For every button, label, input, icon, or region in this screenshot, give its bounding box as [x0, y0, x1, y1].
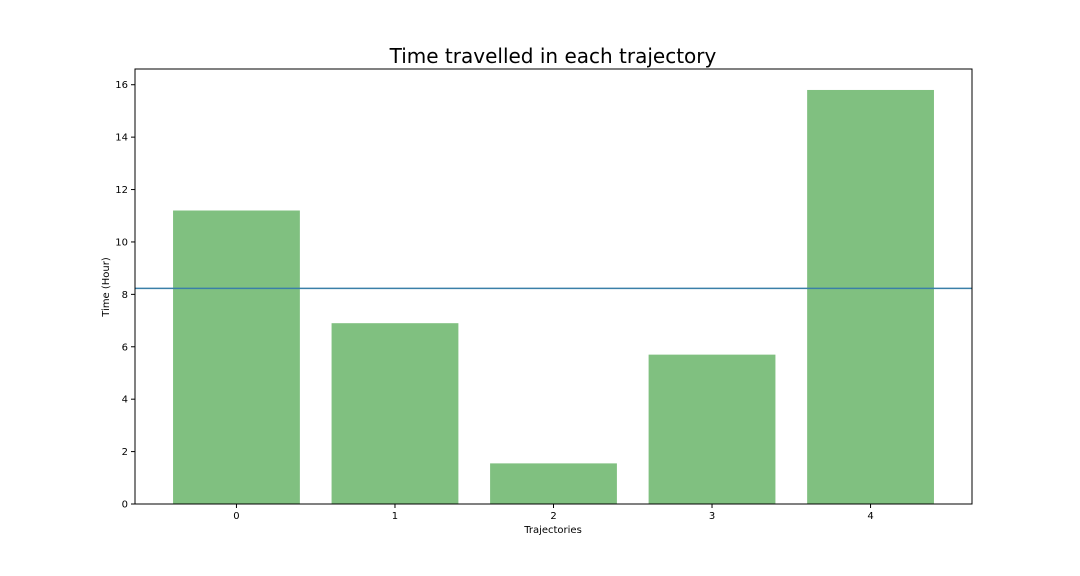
y-tick-label: 4 [122, 395, 128, 406]
y-tick-label: 12 [115, 185, 128, 196]
bar-2 [490, 463, 617, 504]
y-tick-label: 10 [115, 237, 128, 248]
y-tick-label: 0 [122, 500, 128, 511]
y-tick-label: 8 [122, 290, 128, 301]
y-axis-label: Time (Hour) [101, 257, 112, 318]
y-tick-label: 2 [122, 447, 128, 458]
x-axis-label: Trajectories [523, 525, 582, 536]
y-axis-ticks: 0 2 4 6 8 10 12 14 16 [115, 80, 135, 511]
bar-group [173, 89, 934, 505]
x-tick-label: 4 [867, 511, 873, 522]
bar-1 [331, 323, 459, 504]
chart-title: Time travelled in each trajectory [389, 44, 717, 68]
bar-4 [807, 89, 934, 505]
x-tick-label: 0 [233, 511, 239, 522]
bar-0 [173, 210, 300, 504]
x-tick-label: 1 [392, 511, 398, 522]
x-tick-label: 2 [550, 511, 556, 522]
y-tick-label: 6 [122, 342, 128, 353]
x-axis-ticks: 0 1 2 3 4 [233, 504, 874, 522]
bar-3 [648, 354, 776, 504]
y-tick-label: 16 [115, 80, 128, 91]
x-tick-label: 3 [709, 511, 715, 522]
y-tick-label: 14 [115, 133, 128, 144]
